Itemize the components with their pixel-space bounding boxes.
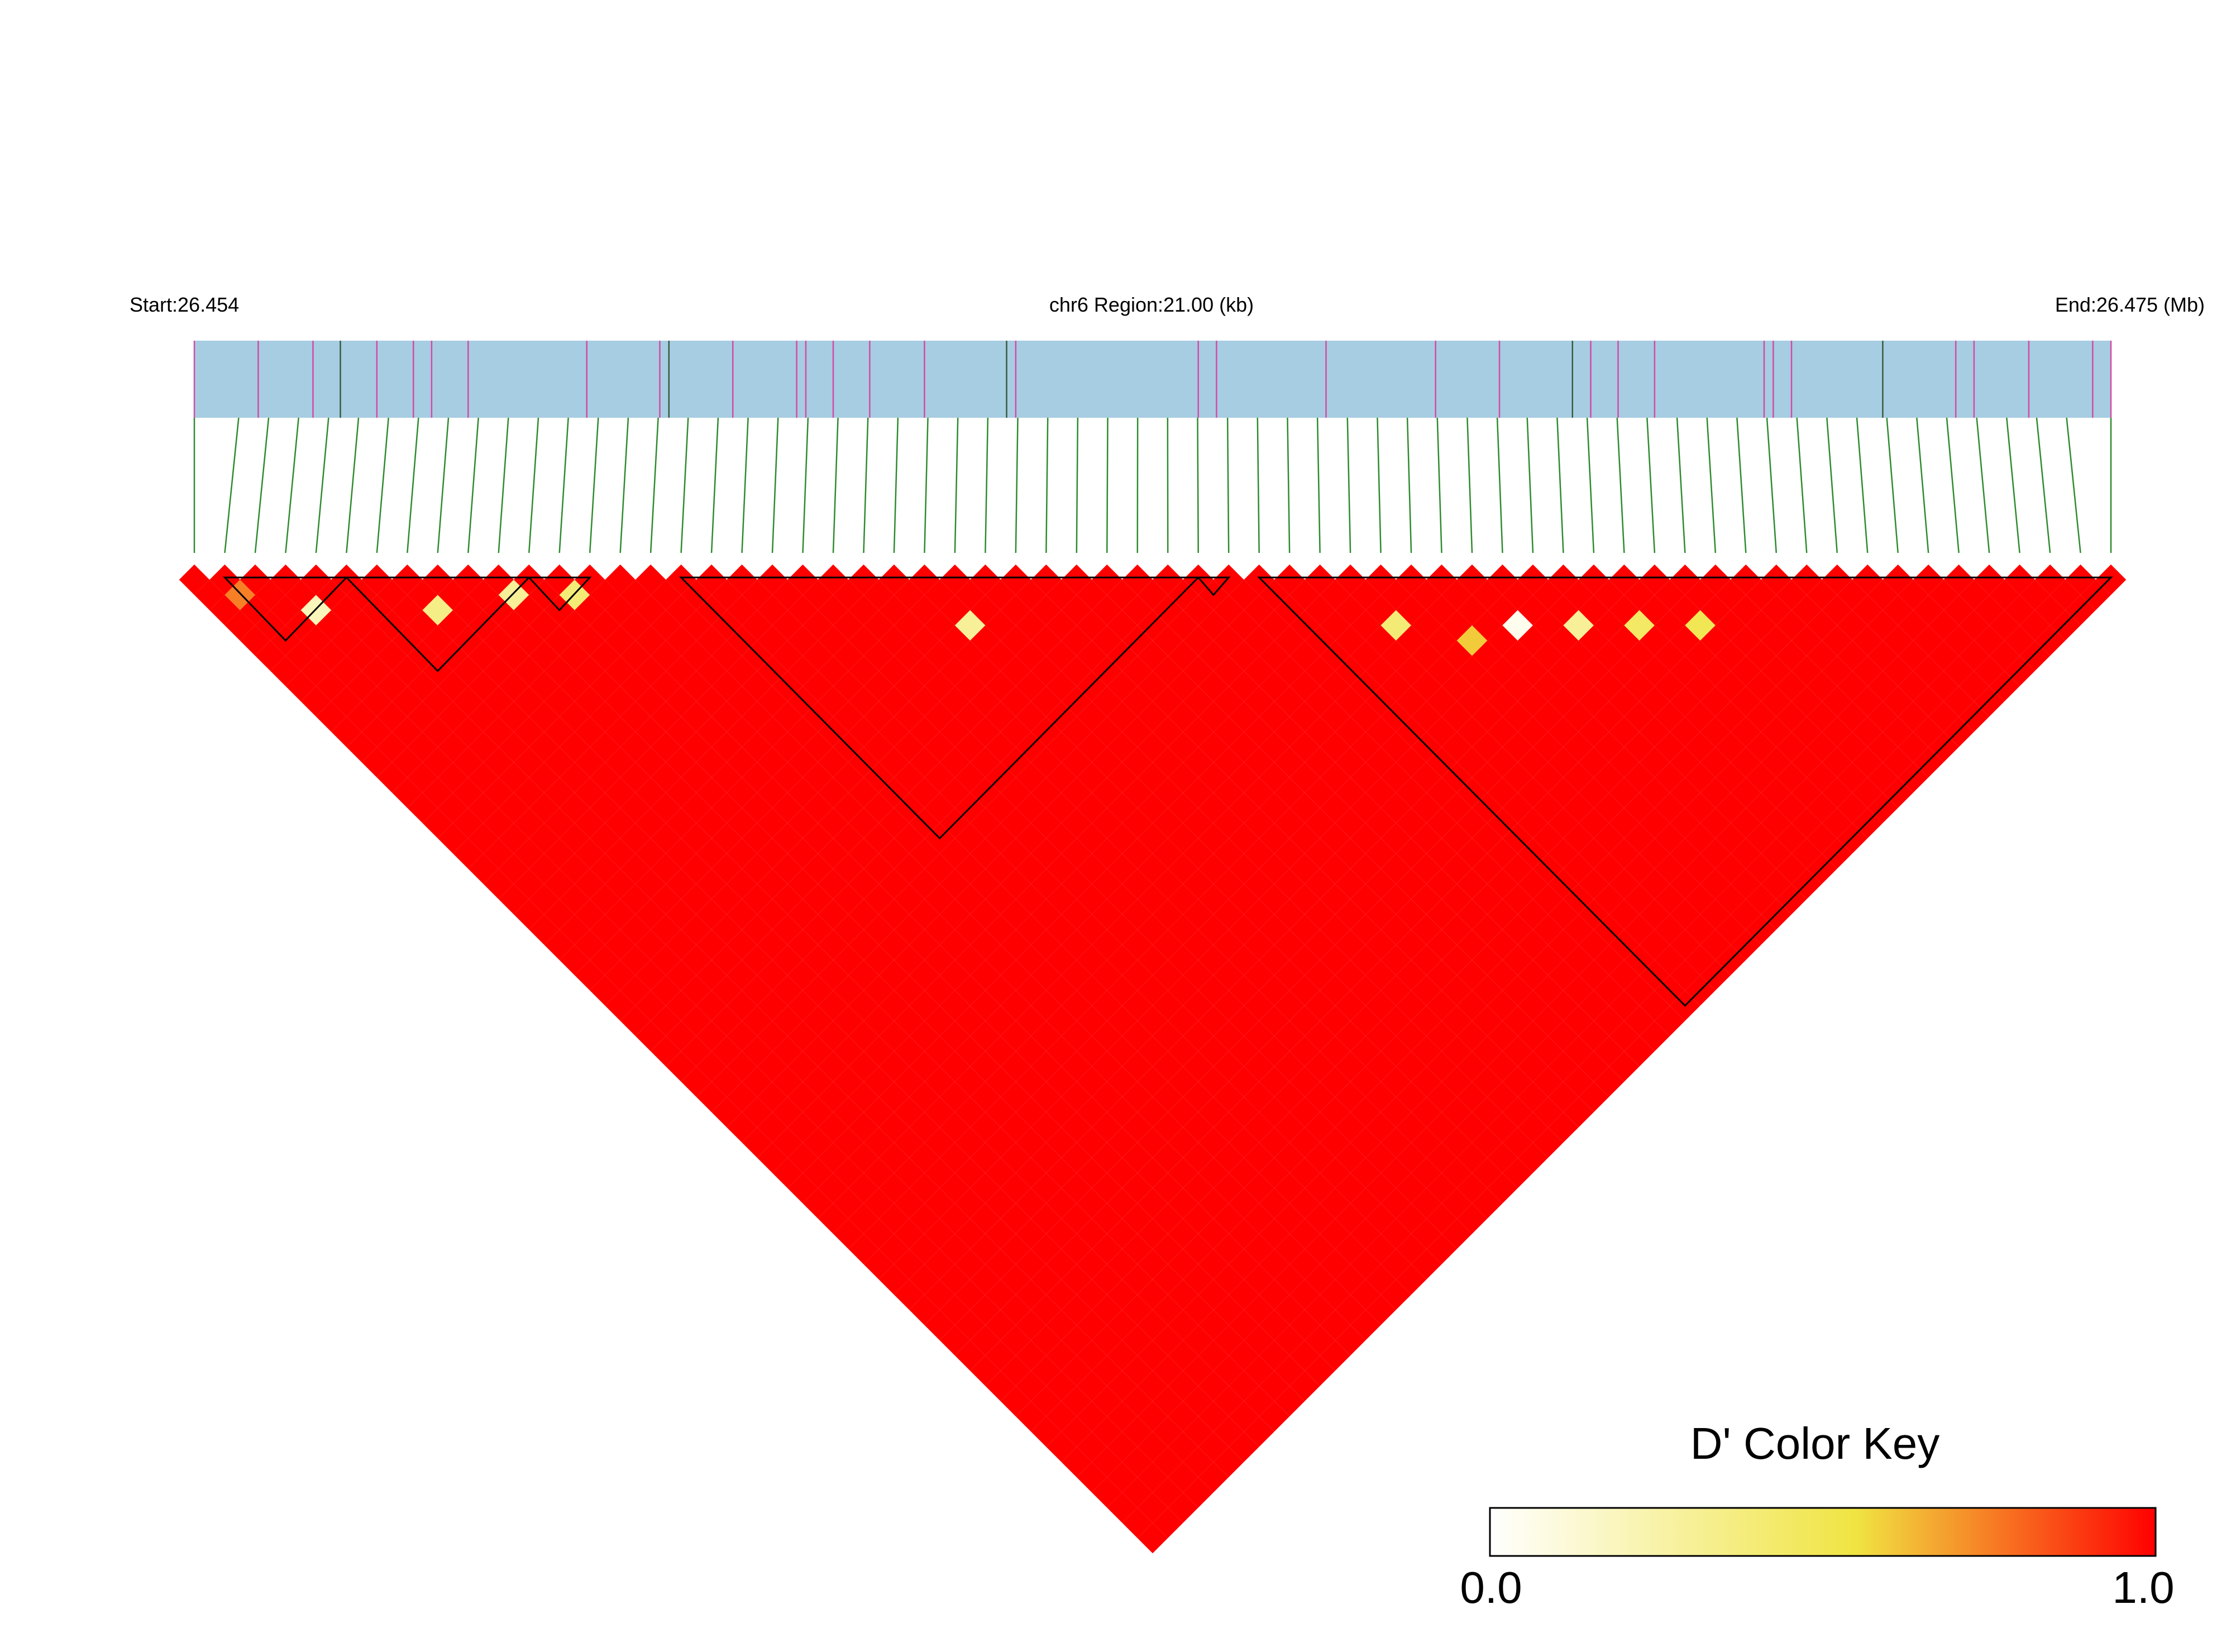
snp-connector-line (742, 418, 748, 553)
snp-connector-line (1707, 418, 1716, 553)
snp-connector-line (1287, 418, 1289, 553)
snp-connector-line (529, 418, 538, 553)
end-label: End:26.475 (Mb) (2055, 293, 2205, 316)
snp-connector-line (1227, 418, 1229, 553)
snp-connector-line (1197, 418, 1198, 553)
snp-connector-line (1647, 418, 1654, 553)
snp-connector-line (1797, 418, 1807, 553)
snp-connector-line (2037, 418, 2050, 553)
snp-connector-line (2007, 418, 2019, 553)
snp-connector-line (1467, 418, 1472, 553)
snp-connector-line (1497, 418, 1502, 553)
snp-connector-line (772, 418, 778, 553)
snp-connector-line (407, 418, 418, 553)
snp-connector-line (316, 418, 328, 553)
snp-connector-line (1046, 418, 1048, 553)
snp-connector-line (651, 418, 658, 553)
snp-connector-line (924, 418, 928, 553)
snp-connector-line (681, 418, 689, 553)
snp-connector-line (468, 418, 478, 553)
snp-connector-line (377, 418, 389, 553)
snp-connector-line (1407, 418, 1411, 553)
snp-connector-line (560, 418, 569, 553)
snp-connector-line (711, 418, 718, 553)
snp-connector-line (1737, 418, 1746, 553)
snp-position-track (194, 341, 2111, 418)
start-label: Start:26.454 (130, 293, 239, 316)
snp-connector-line (955, 418, 958, 553)
snp-connector-line (255, 418, 269, 553)
snp-connector-line (1077, 418, 1078, 553)
region-label: chr6 Region:21.00 (kb) (1049, 293, 1254, 316)
snp-connector-line (1947, 418, 1959, 553)
snp-connector-line (346, 418, 359, 553)
snp-connector-line (1677, 418, 1685, 553)
ld-cells (179, 565, 2126, 1553)
color-key-title: D' Color Key (1690, 1419, 1940, 1468)
snp-connector-line (285, 418, 298, 553)
snp-connector-line (1016, 418, 1018, 553)
snp-connector-line (894, 418, 898, 553)
snp-connector-line (863, 418, 868, 553)
color-key: D' Color Key 0.0 1.0 (1460, 1419, 2174, 1612)
snp-connector-line (985, 418, 987, 553)
snp-connector-line (1258, 418, 1259, 553)
snp-connector-line (1377, 418, 1380, 553)
snp-connector-line (1317, 418, 1320, 553)
snp-connector-line (1767, 418, 1776, 553)
snp-connector-line (1977, 418, 1989, 553)
color-key-min-label: 0.0 (1460, 1563, 1522, 1612)
snp-connector-line (590, 418, 598, 553)
snp-connector-line (833, 418, 838, 553)
snp-connector-line (1617, 418, 1625, 553)
snp-connector-line (224, 418, 238, 553)
snp-connector-line (2067, 418, 2081, 553)
snp-connector-line (499, 418, 509, 553)
snp-connector-line (1557, 418, 1563, 553)
snp-connector-line (1827, 418, 1837, 553)
snp-connector-line (438, 418, 448, 553)
color-key-max-label: 1.0 (2112, 1563, 2174, 1612)
snp-connector-line (1887, 418, 1898, 553)
snp-connector-line (620, 418, 628, 553)
snp-connector-line (1437, 418, 1442, 553)
snp-connector-line (803, 418, 808, 553)
snp-connector-lines (194, 418, 2111, 553)
snp-connector-line (1527, 418, 1533, 553)
snp-connector-line (1587, 418, 1594, 553)
snp-connector-line (1917, 418, 1928, 553)
color-key-gradient (1490, 1508, 2156, 1556)
snp-connector-line (1857, 418, 1867, 553)
snp-connector-line (1348, 418, 1350, 553)
